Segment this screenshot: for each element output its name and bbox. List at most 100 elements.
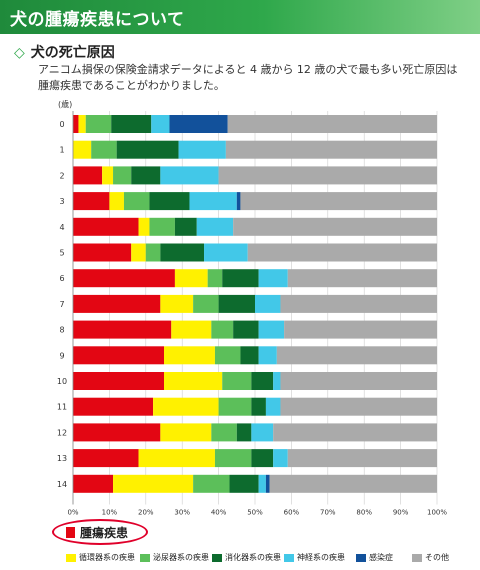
- bar-segment: [236, 423, 252, 442]
- bar-segment: [280, 294, 437, 313]
- bar-segment: [214, 346, 241, 365]
- tumor-legend-label: 腫瘍疾患: [80, 526, 129, 540]
- bar-segment: [211, 320, 234, 339]
- bar-segment: [73, 140, 92, 159]
- bar-segment: [265, 397, 281, 416]
- legend-swatch: [284, 553, 294, 562]
- bar-segment: [227, 115, 437, 133]
- bar-segment: [258, 474, 266, 493]
- y-tick-label: 11: [57, 403, 67, 412]
- bar-segment: [73, 217, 139, 236]
- y-tick-label: 6: [59, 274, 64, 283]
- bar-segment: [276, 346, 437, 365]
- bar-segment: [207, 269, 223, 288]
- bar-segment: [73, 397, 154, 416]
- legend-item: 循環器系の疾患: [66, 552, 135, 566]
- bar-segment: [153, 397, 219, 416]
- legend-item: その他: [412, 552, 449, 566]
- legend-label: 感染症: [369, 553, 393, 562]
- bar-segment: [164, 346, 215, 365]
- bar-segment: [160, 166, 219, 185]
- bar-segment: [251, 372, 274, 390]
- bar-segment: [214, 449, 252, 468]
- legend-label: 循環器系の疾患: [79, 553, 135, 562]
- bar-segment: [149, 192, 190, 211]
- tumor-highlight-oval: [52, 519, 148, 545]
- y-tick-label: 9: [59, 351, 64, 360]
- bar-segment: [178, 140, 226, 159]
- y-tick-label: 10: [57, 377, 67, 386]
- bar-segment: [73, 192, 110, 211]
- section-heading: ◇ 犬の死亡原因: [14, 42, 115, 62]
- y-tick-label: 7: [59, 300, 64, 309]
- bar-segment: [247, 243, 437, 262]
- bar-segment: [193, 474, 230, 493]
- bar-segment: [240, 346, 259, 365]
- legend-label: 泌尿器系の疾患: [153, 553, 209, 562]
- bar-segment: [145, 243, 161, 262]
- bar-segment: [273, 449, 288, 468]
- bar-segment: [211, 423, 237, 442]
- stacked-bar-chart: (歳)0% 10% 20% 30% 40% 50% 60% 70% 80% 90% 100%0123…: [57, 99, 447, 516]
- bar-segment: [251, 423, 274, 442]
- bar-segment: [73, 243, 132, 262]
- bar-segment: [218, 294, 255, 313]
- bar-segment: [258, 346, 277, 365]
- bar-segment: [269, 474, 437, 493]
- bar-segment: [287, 449, 437, 468]
- x-tick-label: 0%: [67, 509, 78, 516]
- bar-segment: [138, 449, 215, 468]
- bar-segment: [123, 192, 150, 211]
- bar-segment: [131, 243, 146, 262]
- bar-segment: [109, 192, 124, 211]
- bar-segment: [73, 474, 114, 493]
- page-title: 犬の腫瘍疾患について: [10, 10, 185, 30]
- x-tick-label: 40%: [211, 509, 227, 516]
- y-tick-label: 5: [59, 249, 64, 258]
- bar-segment: [73, 320, 172, 339]
- bar-segment: [196, 217, 234, 236]
- bar-segment: [287, 269, 437, 288]
- x-tick-label: 100%: [427, 509, 447, 516]
- bar-segment: [218, 397, 252, 416]
- bar-segment: [149, 217, 175, 236]
- legend-label: その他: [425, 553, 449, 562]
- legend-row: 循環器系の疾患 泌尿器系の疾患 消化器系の疾患 神経系の疾患 感染症 その他: [66, 552, 466, 566]
- legend: 腫瘍疾患 循環器系の疾患 泌尿器系の疾患 消化器系の疾患 神経系の疾患 感染症 その他: [0, 518, 480, 570]
- x-tick-label: 20%: [138, 509, 154, 516]
- legend-swatch: [356, 553, 366, 562]
- legend-swatch: [412, 553, 422, 562]
- legend-item: 泌尿器系の疾患: [140, 552, 209, 566]
- bar-segment: [258, 320, 285, 339]
- bar-segment: [222, 372, 252, 390]
- bar-segment: [160, 243, 205, 262]
- header-banner: 犬の腫瘍疾患について: [0, 0, 480, 34]
- bar-segment: [251, 449, 274, 468]
- bar-segment: [113, 166, 132, 185]
- legend-item: 感染症: [356, 552, 393, 566]
- x-tick-label: 70%: [320, 509, 336, 516]
- bar-segment: [174, 269, 208, 288]
- x-tick-label: 90%: [393, 509, 409, 516]
- bar-segment: [85, 115, 112, 133]
- bar-segment: [273, 372, 281, 390]
- bar-segment: [102, 166, 114, 185]
- bar-segment: [131, 166, 161, 185]
- bar-segment: [138, 217, 150, 236]
- bar-segment: [164, 372, 223, 390]
- bar-segment: [225, 140, 437, 159]
- y-tick-label: 14: [57, 480, 67, 489]
- bar-segment: [160, 423, 212, 442]
- y-tick-label: 8: [59, 326, 64, 335]
- bar-segment: [258, 269, 288, 288]
- bar-segment: [189, 192, 237, 211]
- legend-swatch: [212, 553, 222, 562]
- bar-segment: [116, 140, 179, 159]
- bar-segment: [91, 140, 117, 159]
- bar-segment: [218, 166, 437, 185]
- bar-segment: [236, 192, 241, 211]
- bar-segment: [174, 217, 197, 236]
- bar-segment: [240, 192, 437, 211]
- legend-label: 消化器系の疾患: [225, 553, 281, 562]
- bar-segment: [73, 372, 164, 390]
